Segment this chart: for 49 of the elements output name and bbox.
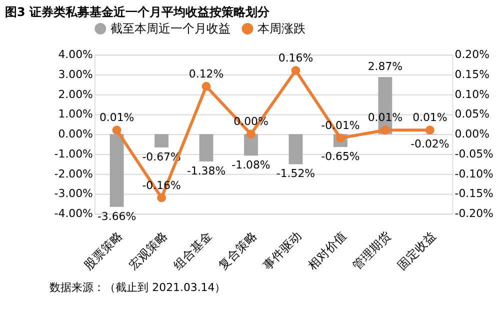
y2-tick-label: -0.10%	[454, 167, 494, 180]
y2-tick-label: 0.15%	[454, 68, 490, 81]
point	[202, 82, 211, 91]
y-tick-label: 1.00%	[58, 108, 93, 121]
y-tick-label: -4.00%	[54, 207, 93, 220]
data-label: -3.66%	[97, 210, 136, 223]
y2-tick-label: 0.10%	[454, 88, 490, 101]
chart-title: 图3 证券类私募基金近一个月平均收益按策略划分	[4, 4, 270, 19]
x-tick-label: 事件驱动	[260, 228, 304, 272]
x-tick-label: 复合策略	[216, 228, 260, 272]
y2-tick-label: 0.20%	[454, 48, 490, 62]
data-label: -1.52%	[276, 167, 316, 180]
point	[291, 66, 300, 75]
data-label: -0.65%	[321, 150, 360, 163]
x-tick-label: 组合基金	[170, 228, 215, 272]
data-label: 0.12%	[188, 67, 224, 80]
legend-label: 本周涨跌	[257, 22, 306, 36]
y2-tick-label: 0.00%	[454, 128, 490, 141]
y2-tick-label: -0.20%	[454, 207, 494, 220]
data-label: 0.01%	[99, 111, 134, 124]
y-tick-label: 2.00%	[58, 88, 93, 101]
point	[425, 126, 434, 135]
legend-label: 截至本周近一个月收益	[110, 22, 230, 36]
x-tick-label: 宏观策略	[126, 228, 170, 272]
data-label: -1.08%	[232, 158, 270, 172]
source-note: 数据来源：（截止到 2021.03.14）	[50, 281, 226, 294]
data-label: -0.02%	[410, 137, 450, 150]
x-tick-label: 固定收益	[394, 228, 438, 272]
data-label: 0.01%	[412, 111, 448, 124]
point	[246, 130, 256, 139]
y-tick-label: 4.00%	[58, 48, 93, 62]
y2-tick-label: -0.15%	[454, 187, 494, 200]
y-tick-label: -3.00%	[54, 187, 93, 200]
y-tick-label: 3.00%	[58, 68, 93, 81]
point	[112, 126, 122, 135]
data-label: 0.16%	[278, 52, 314, 65]
data-label: -1.38%	[186, 164, 226, 178]
point	[157, 193, 166, 202]
x-tick-label: 管理期货	[350, 228, 394, 272]
data-label: 2.87%	[368, 60, 403, 74]
y-tick-label: -2.00%	[54, 167, 93, 180]
y2-tick-label: -0.05%	[454, 147, 494, 160]
x-tick-label: 相对价值	[305, 228, 349, 272]
point	[380, 126, 390, 135]
y2-tick-label: 0.05%	[454, 108, 490, 121]
y-tick-label: 0.00%	[58, 128, 93, 141]
x-tick-label: 股票策略	[81, 228, 126, 272]
y-tick-label: -1.00%	[54, 147, 93, 160]
data-label: 0.01%	[368, 111, 403, 124]
